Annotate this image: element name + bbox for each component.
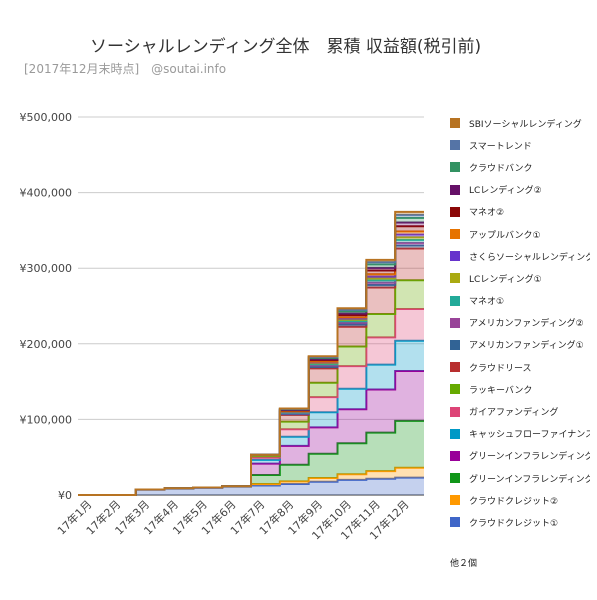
legend-item[interactable]: SBIソーシャルレンディング <box>450 112 590 134</box>
legend-item[interactable]: マネオ② <box>450 201 590 223</box>
legend-swatch <box>450 406 460 417</box>
series-area <box>78 420 424 495</box>
legend-item[interactable]: スマートレンド <box>450 134 590 156</box>
legend-label: クラウドクレジット① <box>469 518 559 529</box>
legend-swatch <box>450 495 460 506</box>
legend-label: スマートレンド <box>469 141 532 152</box>
legend-item[interactable]: LCレンディング① <box>450 267 590 289</box>
y-tick-label: ¥100,000 <box>20 413 73 426</box>
legend-item[interactable]: ガイアファンディング <box>450 400 590 422</box>
legend-item[interactable]: クラウドリース <box>450 356 590 378</box>
y-tick-label: ¥300,000 <box>20 262 73 275</box>
legend-item[interactable]: ラッキーバンク <box>450 378 590 400</box>
legend-label: クラウドバンク <box>469 163 533 174</box>
legend-item[interactable]: キャッシュフローファイナンス <box>450 423 590 445</box>
legend-more-label[interactable]: 他２個 <box>450 559 478 569</box>
legend-label: ガイアファンディング <box>469 408 559 419</box>
legend-swatch <box>450 140 460 151</box>
chart-title: ソーシャルレンディング全体 累積 収益額(税引前) <box>90 37 482 57</box>
legend-label: キャッシュフローファイナンス <box>469 430 590 441</box>
y-tick-label: ¥500,000 <box>20 111 73 124</box>
legend-swatch <box>450 317 460 328</box>
legend-item[interactable]: アップルバンク① <box>450 223 590 245</box>
series-line <box>78 210 424 496</box>
legend-item[interactable]: アメリカンファンディング① <box>450 334 590 356</box>
legend-item[interactable]: さくらソーシャルレンディング <box>450 245 590 267</box>
y-tick-label: ¥200,000 <box>20 338 73 351</box>
legend-label: クラウドリース <box>469 363 532 374</box>
legend-item[interactable]: LCレンディング② <box>450 179 590 201</box>
legend-swatch <box>450 473 460 484</box>
y-tick-label: ¥0 <box>58 489 72 502</box>
legend-swatch <box>450 517 460 528</box>
legend-item[interactable]: グリーンインフラレンディング <box>450 467 590 489</box>
legend-label: アメリカンファンディング① <box>469 341 584 352</box>
legend-label: ラッキーバンク <box>469 385 533 396</box>
legend-swatch <box>450 206 460 217</box>
legend-label: LCレンディング① <box>469 274 542 285</box>
legend-label: マネオ① <box>469 297 505 308</box>
legend-swatch <box>450 273 460 284</box>
legend-swatch <box>450 339 460 350</box>
legend-label: アップルバンク① <box>469 230 541 241</box>
legend-label: クラウドクレジット② <box>469 496 559 507</box>
legend-label: グリーンインフラレンディング <box>469 474 590 485</box>
legend-label: さくらソーシャルレンディング <box>469 252 590 263</box>
legend-item[interactable]: クラウドクレジット② <box>450 489 590 511</box>
y-tick-label: ¥400,000 <box>20 187 73 200</box>
legend-swatch <box>450 450 460 461</box>
legend-swatch <box>450 162 460 173</box>
legend-item[interactable]: アメリカンファンディング② <box>450 312 590 334</box>
legend-swatch <box>450 362 460 373</box>
legend-swatch <box>450 229 460 240</box>
legend-swatch <box>450 295 460 306</box>
legend-item[interactable]: グリーンインフラレンディング <box>450 445 590 467</box>
chart-legend: SBIソーシャルレンディング スマートレンド クラウドバンク LCレンディング② マネオ… <box>450 112 590 534</box>
legend-swatch <box>450 118 460 129</box>
legend-item[interactable]: クラウドバンク <box>450 156 590 178</box>
chart-subtitle: [2017年12月末時点] @soutai.info <box>24 62 227 76</box>
legend-label: アメリカンファンディング② <box>469 319 584 330</box>
legend-swatch <box>450 251 460 262</box>
legend-item[interactable]: マネオ① <box>450 290 590 312</box>
legend-label: マネオ② <box>469 208 505 219</box>
stacked-area-chart: ¥0 ¥100,000 ¥200,000 ¥300,000 ¥400,000 ¥500,0… <box>20 111 424 542</box>
legend-swatch <box>450 384 460 395</box>
legend-label: SBIソーシャルレンディング <box>469 119 582 130</box>
legend-item[interactable]: クラウドクレジット① <box>450 511 590 533</box>
legend-label: グリーンインフラレンディング <box>469 452 590 463</box>
legend-swatch <box>450 184 460 195</box>
legend-swatch <box>450 428 460 439</box>
legend-label: LCレンディング② <box>469 186 542 197</box>
